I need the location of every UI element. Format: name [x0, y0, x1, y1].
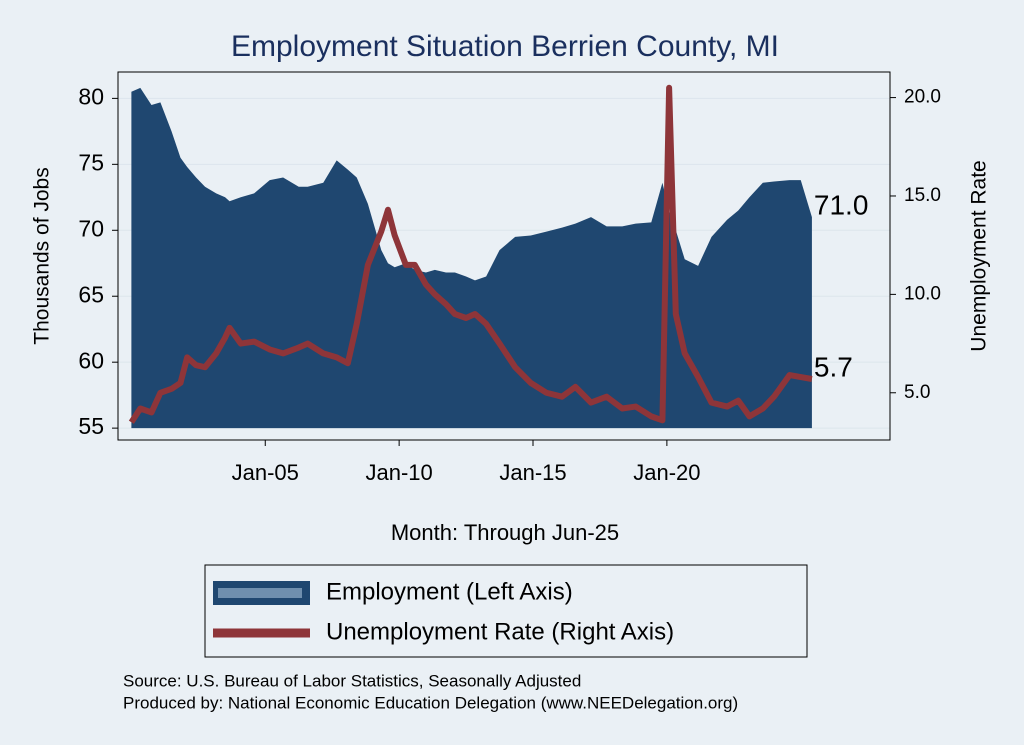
x-tick-label: Jan-20 [633, 460, 700, 485]
end-label: 71.0 [814, 189, 869, 220]
y-tick-label: 70 [78, 215, 104, 241]
source-note: Source: U.S. Bureau of Labor Statistics,… [123, 671, 581, 690]
x-tick-label: Jan-05 [232, 460, 299, 485]
y2-tick-label: 5.0 [904, 382, 930, 403]
x-tick-label: Jan-15 [499, 460, 566, 485]
plot-area [118, 84, 890, 429]
y-tick-label: 80 [78, 83, 104, 109]
y2-axis-title: Unemployment Rate [968, 160, 991, 351]
x-tick-label: Jan-10 [365, 460, 432, 485]
chart-title: Employment Situation Berrien County, MI [231, 30, 779, 63]
source-note: Produced by: National Economic Education… [123, 693, 738, 712]
y-tick-label: 60 [78, 347, 104, 373]
legend-label: Unemployment Rate (Right Axis) [326, 618, 674, 645]
y-tick-label: 65 [78, 281, 104, 307]
legend-label: Employment (Left Axis) [326, 578, 573, 605]
legend [204, 564, 808, 658]
plot-frame [117, 71, 891, 441]
y2-tick-label: 15.0 [904, 185, 941, 206]
y2-tick-label: 20.0 [904, 87, 941, 108]
legend-swatch-inner [218, 588, 302, 598]
x-axis-title: Month: Through Jun-25 [391, 520, 619, 545]
unemployment-line [128, 84, 813, 424]
y-tick-label: 55 [78, 413, 104, 439]
y2-tick-label: 10.0 [904, 283, 941, 304]
y-axis-title: Thousands of Jobs [31, 167, 54, 344]
y-tick-label: 75 [78, 149, 104, 175]
end-label: 5.7 [814, 351, 853, 382]
